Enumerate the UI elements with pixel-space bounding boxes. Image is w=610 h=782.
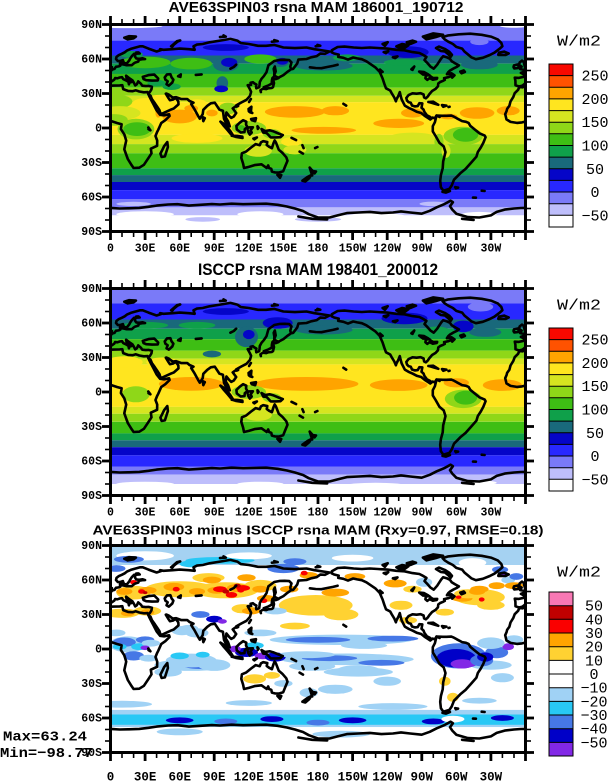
svg-text:30W: 30W (481, 243, 502, 256)
svg-text:0: 0 (590, 185, 599, 202)
svg-text:150W: 150W (339, 507, 367, 520)
svg-text:150E: 150E (268, 771, 298, 782)
svg-text:200: 200 (581, 356, 608, 373)
svg-text:30W: 30W (481, 507, 502, 520)
svg-text:60E: 60E (169, 507, 190, 520)
svg-text:120E: 120E (235, 507, 263, 520)
svg-text:W/m2: W/m2 (557, 34, 601, 51)
svg-text:Max=63.24: Max=63.24 (3, 730, 87, 746)
svg-text:120E: 120E (234, 771, 264, 782)
svg-text:60W: 60W (445, 771, 468, 782)
svg-text:30E: 30E (135, 243, 156, 256)
svg-text:30S: 30S (81, 678, 102, 691)
svg-text:−50: −50 (581, 208, 608, 225)
svg-text:−20: −20 (580, 694, 607, 711)
svg-text:10: 10 (585, 653, 603, 670)
svg-text:−50: −50 (581, 472, 608, 489)
svg-text:50: 50 (585, 599, 603, 616)
svg-text:0: 0 (95, 123, 102, 136)
svg-text:AVE63SPIN03 rsna MAM 186001_19: AVE63SPIN03 rsna MAM 186001_190712 (169, 0, 464, 16)
svg-text:90W: 90W (411, 771, 434, 782)
svg-text:90E: 90E (204, 243, 225, 256)
svg-text:150: 150 (581, 115, 608, 132)
svg-text:AVE63SPIN03 minus ISCCP rsna M: AVE63SPIN03 minus ISCCP rsna MAM (Rxy=0.… (93, 523, 544, 538)
svg-text:W/m2: W/m2 (557, 298, 601, 315)
svg-text:120W: 120W (373, 507, 401, 520)
svg-text:30N: 30N (81, 609, 102, 622)
svg-text:90N: 90N (81, 283, 102, 296)
svg-text:150E: 150E (270, 507, 298, 520)
svg-text:Min=−98.77: Min=−98.77 (0, 746, 93, 762)
svg-text:50: 50 (586, 426, 604, 443)
svg-text:−30: −30 (580, 708, 607, 725)
svg-text:120W: 120W (372, 771, 403, 782)
svg-text:60S: 60S (81, 713, 102, 726)
svg-text:30N: 30N (81, 352, 102, 365)
svg-text:60N: 60N (81, 54, 102, 67)
svg-text:W/m2: W/m2 (557, 565, 601, 582)
svg-text:0: 0 (95, 644, 102, 657)
svg-text:250: 250 (581, 69, 608, 86)
svg-text:90S: 90S (81, 490, 102, 503)
svg-text:90E: 90E (204, 507, 225, 520)
svg-text:60W: 60W (446, 507, 467, 520)
svg-text:0: 0 (107, 243, 114, 256)
svg-text:180: 180 (307, 771, 330, 782)
svg-text:180: 180 (308, 243, 329, 256)
svg-text:ISCCP rsna MAM 198401_200012: ISCCP rsna MAM 198401_200012 (198, 261, 438, 279)
svg-text:60E: 60E (169, 243, 190, 256)
svg-text:90S: 90S (81, 747, 102, 760)
svg-text:−40: −40 (580, 722, 607, 739)
svg-text:50: 50 (586, 162, 604, 179)
svg-text:90S: 90S (81, 226, 102, 239)
svg-text:−50: −50 (580, 735, 607, 752)
svg-text:90E: 90E (203, 771, 226, 782)
svg-text:60N: 60N (81, 575, 102, 588)
svg-text:180: 180 (308, 507, 329, 520)
svg-text:0: 0 (95, 387, 102, 400)
svg-text:60S: 60S (81, 456, 102, 469)
svg-text:200: 200 (581, 92, 608, 109)
svg-text:90W: 90W (411, 507, 432, 520)
svg-text:60W: 60W (446, 243, 467, 256)
svg-text:120E: 120E (235, 243, 263, 256)
svg-text:100: 100 (581, 139, 608, 156)
svg-text:90N: 90N (81, 540, 102, 553)
svg-text:0: 0 (590, 449, 599, 466)
svg-text:−10: −10 (580, 681, 607, 698)
svg-text:90W: 90W (411, 243, 432, 256)
svg-text:20: 20 (585, 640, 603, 657)
svg-text:150E: 150E (270, 243, 298, 256)
svg-text:250: 250 (581, 333, 608, 350)
svg-text:30: 30 (585, 626, 603, 643)
svg-text:0: 0 (107, 771, 115, 782)
svg-text:0: 0 (589, 667, 598, 684)
svg-text:30S: 30S (81, 421, 102, 434)
svg-text:30E: 30E (134, 771, 157, 782)
svg-text:60S: 60S (81, 192, 102, 205)
svg-text:30N: 30N (81, 88, 102, 101)
svg-text:40: 40 (585, 612, 603, 629)
svg-text:0: 0 (107, 507, 114, 520)
svg-text:120W: 120W (373, 243, 401, 256)
svg-text:90N: 90N (81, 19, 102, 32)
svg-text:150: 150 (581, 379, 608, 396)
svg-text:30W: 30W (480, 771, 503, 782)
svg-text:150W: 150W (338, 771, 369, 782)
svg-text:30S: 30S (81, 157, 102, 170)
svg-text:60E: 60E (168, 771, 191, 782)
svg-text:150W: 150W (339, 243, 367, 256)
svg-text:30E: 30E (135, 507, 156, 520)
svg-text:100: 100 (581, 403, 608, 420)
svg-text:60N: 60N (81, 318, 102, 331)
